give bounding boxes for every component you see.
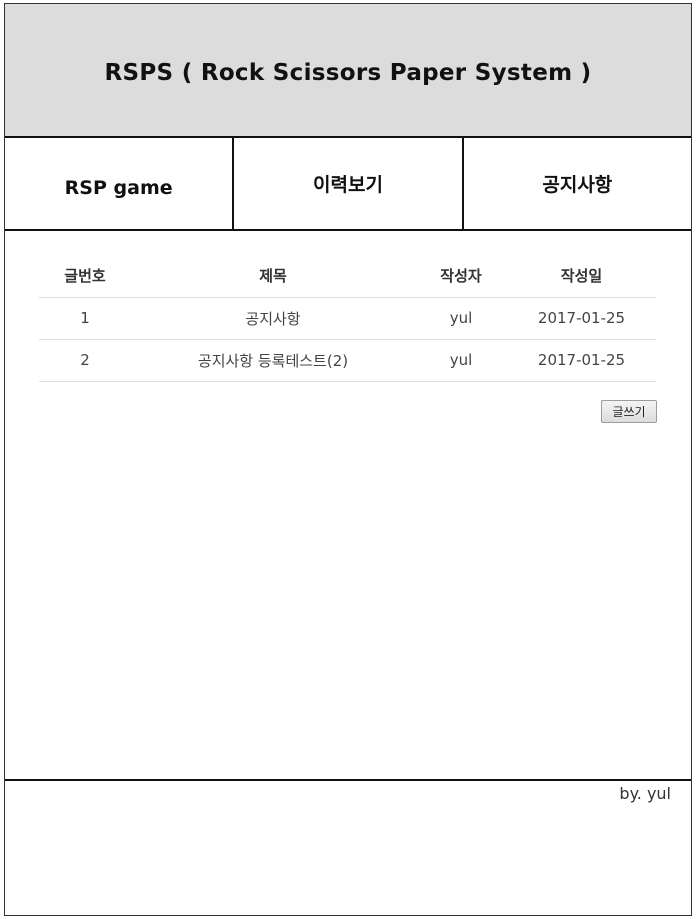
row-author: yul — [415, 339, 507, 382]
column-header-date: 작성일 — [507, 255, 656, 298]
nav-item-rsp-game[interactable]: RSP game — [64, 176, 173, 199]
nav-item-history[interactable]: 이력보기 — [232, 138, 461, 229]
site-footer: by. yul — [5, 779, 691, 915]
column-header-author: 작성자 — [415, 255, 507, 298]
main-nav: RSP game 이력보기 공지사항 — [5, 138, 691, 231]
table-row[interactable]: 2 공지사항 등록테스트(2) yul 2017-01-25 — [39, 339, 656, 382]
table-header-row: 글번호 제목 작성자 작성일 — [39, 255, 656, 298]
page-frame: RSPS ( Rock Scissors Paper System ) RSP … — [4, 3, 692, 916]
nav-item-notice[interactable]: 공지사항 — [461, 138, 691, 229]
write-post-button[interactable]: 글쓰기 — [601, 400, 657, 423]
row-title-link[interactable]: 공지사항 — [131, 297, 415, 340]
main-content: 글번호 제목 작성자 작성일 1 공지사항 yul 2017-01-25 2 공… — [5, 233, 691, 781]
site-title: RSPS ( Rock Scissors Paper System ) — [104, 60, 592, 86]
site-header: RSPS ( Rock Scissors Paper System ) — [5, 4, 691, 138]
column-header-title: 제목 — [131, 255, 415, 298]
row-number: 1 — [39, 297, 131, 340]
notice-table: 글번호 제목 작성자 작성일 1 공지사항 yul 2017-01-25 2 공… — [39, 255, 656, 382]
footer-credit: by. yul — [619, 784, 671, 803]
row-number: 2 — [39, 339, 131, 382]
column-header-number: 글번호 — [39, 255, 131, 298]
table-row[interactable]: 1 공지사항 yul 2017-01-25 — [39, 297, 656, 340]
row-title-link[interactable]: 공지사항 등록테스트(2) — [131, 339, 415, 382]
row-date: 2017-01-25 — [507, 297, 656, 340]
row-date: 2017-01-25 — [507, 339, 656, 382]
row-author: yul — [415, 297, 507, 340]
